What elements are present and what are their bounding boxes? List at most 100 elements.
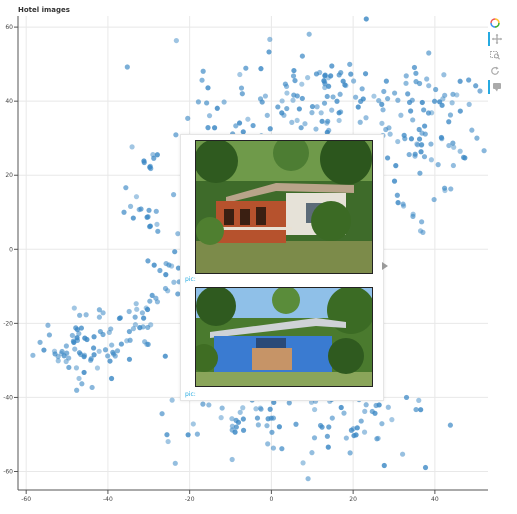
scatter-point bbox=[61, 353, 67, 359]
scatter-point bbox=[253, 406, 259, 412]
scatter-point bbox=[286, 400, 292, 406]
scatter-point bbox=[347, 61, 353, 67]
scatter-point bbox=[416, 126, 422, 133]
scatter-point bbox=[89, 384, 95, 391]
scatter-point bbox=[267, 36, 273, 42]
scatter-point bbox=[416, 80, 423, 87]
scatter-point bbox=[240, 427, 247, 433]
reset-tool-icon[interactable] bbox=[488, 64, 502, 78]
scatter-point bbox=[324, 433, 330, 439]
scatter-point bbox=[358, 98, 364, 104]
hover-tool-icon[interactable] bbox=[488, 80, 504, 94]
scatter-point bbox=[170, 192, 177, 198]
scatter-point bbox=[379, 101, 385, 107]
toolbar bbox=[488, 16, 504, 96]
scatter-point bbox=[276, 424, 282, 430]
scatter-point bbox=[94, 365, 101, 371]
scatter-point bbox=[154, 152, 160, 158]
scatter-point bbox=[71, 305, 77, 311]
scatter-point bbox=[380, 107, 386, 113]
scatter-point bbox=[418, 149, 424, 155]
scatter-point bbox=[419, 219, 425, 225]
scatter-point bbox=[422, 123, 428, 129]
scatter-point bbox=[194, 431, 200, 437]
scatter-point bbox=[296, 106, 302, 112]
scatter-point bbox=[66, 364, 72, 371]
scatter-point bbox=[233, 123, 239, 129]
scatter-point bbox=[421, 154, 428, 160]
scatter-point bbox=[294, 117, 300, 124]
scatter-point bbox=[318, 110, 324, 116]
scatter-point bbox=[289, 119, 295, 125]
scatter-point bbox=[317, 69, 323, 76]
scatter-point bbox=[334, 98, 340, 104]
scatter-point bbox=[426, 83, 432, 89]
scatter-point bbox=[441, 72, 447, 78]
scatter-point bbox=[309, 450, 315, 456]
scatter-point bbox=[245, 116, 251, 122]
scatter-point bbox=[435, 162, 441, 168]
bokeh-logo-icon[interactable] bbox=[488, 16, 502, 30]
scatter-point bbox=[299, 53, 305, 59]
scatter-point bbox=[173, 37, 179, 44]
scatter-point bbox=[391, 178, 398, 184]
scatter-point bbox=[353, 94, 359, 100]
scatter-point bbox=[206, 402, 212, 408]
scatter-point bbox=[154, 221, 160, 227]
scatter-point bbox=[385, 404, 391, 410]
scatter-point bbox=[418, 407, 424, 413]
scatter-point bbox=[393, 163, 399, 169]
scatter-point bbox=[359, 86, 365, 92]
scatter-point bbox=[294, 93, 300, 99]
scatter-point bbox=[69, 332, 75, 339]
scatter-point bbox=[326, 424, 332, 430]
scatter-point bbox=[474, 135, 480, 141]
scatter-point bbox=[166, 262, 172, 268]
scatter-point bbox=[395, 97, 401, 103]
box-zoom-tool-icon[interactable] bbox=[488, 48, 502, 62]
scatter-point bbox=[363, 16, 369, 22]
scatter-point bbox=[431, 98, 438, 104]
scatter-point bbox=[329, 107, 335, 113]
scatter-point bbox=[257, 96, 264, 102]
scatter-point bbox=[151, 262, 157, 268]
scatter-point bbox=[264, 112, 270, 118]
scatter-point bbox=[336, 72, 342, 78]
scatter-point bbox=[431, 196, 437, 203]
scatter-point bbox=[59, 348, 65, 355]
scatter-point bbox=[433, 86, 439, 93]
scatter-point bbox=[254, 415, 261, 421]
scatter-point bbox=[105, 353, 111, 359]
scatter-point bbox=[342, 82, 348, 88]
pan-tool-icon[interactable] bbox=[488, 32, 504, 46]
scatter-point bbox=[211, 125, 218, 131]
scatter-point bbox=[343, 435, 349, 441]
scatter-point bbox=[446, 142, 452, 149]
scatter-point bbox=[147, 223, 153, 229]
scatter-point bbox=[322, 81, 328, 87]
scatter-point bbox=[399, 451, 406, 457]
scatter-point bbox=[379, 421, 385, 427]
scatter-point bbox=[421, 107, 427, 113]
scatter-point bbox=[457, 78, 463, 84]
scatter-point bbox=[395, 138, 401, 145]
scatter-point bbox=[314, 104, 320, 110]
scatter-point bbox=[124, 64, 130, 70]
scatter-point bbox=[37, 339, 43, 345]
scatter-point bbox=[457, 148, 463, 154]
scatter-point bbox=[275, 104, 281, 110]
scatter-point bbox=[462, 155, 468, 161]
tooltip-label: pic: bbox=[185, 276, 196, 283]
scatter-point bbox=[410, 213, 416, 219]
scatter-point bbox=[403, 80, 409, 86]
x-tick-label: 0 bbox=[269, 496, 273, 503]
scatter-point bbox=[449, 100, 455, 106]
scatter-point bbox=[106, 329, 112, 336]
scatter-point bbox=[329, 415, 335, 421]
scatter-point bbox=[447, 112, 454, 118]
scatter-point bbox=[163, 272, 169, 278]
scatter-point bbox=[151, 155, 157, 161]
x-tick-label: -40 bbox=[103, 496, 113, 503]
scatter-point bbox=[381, 462, 387, 469]
